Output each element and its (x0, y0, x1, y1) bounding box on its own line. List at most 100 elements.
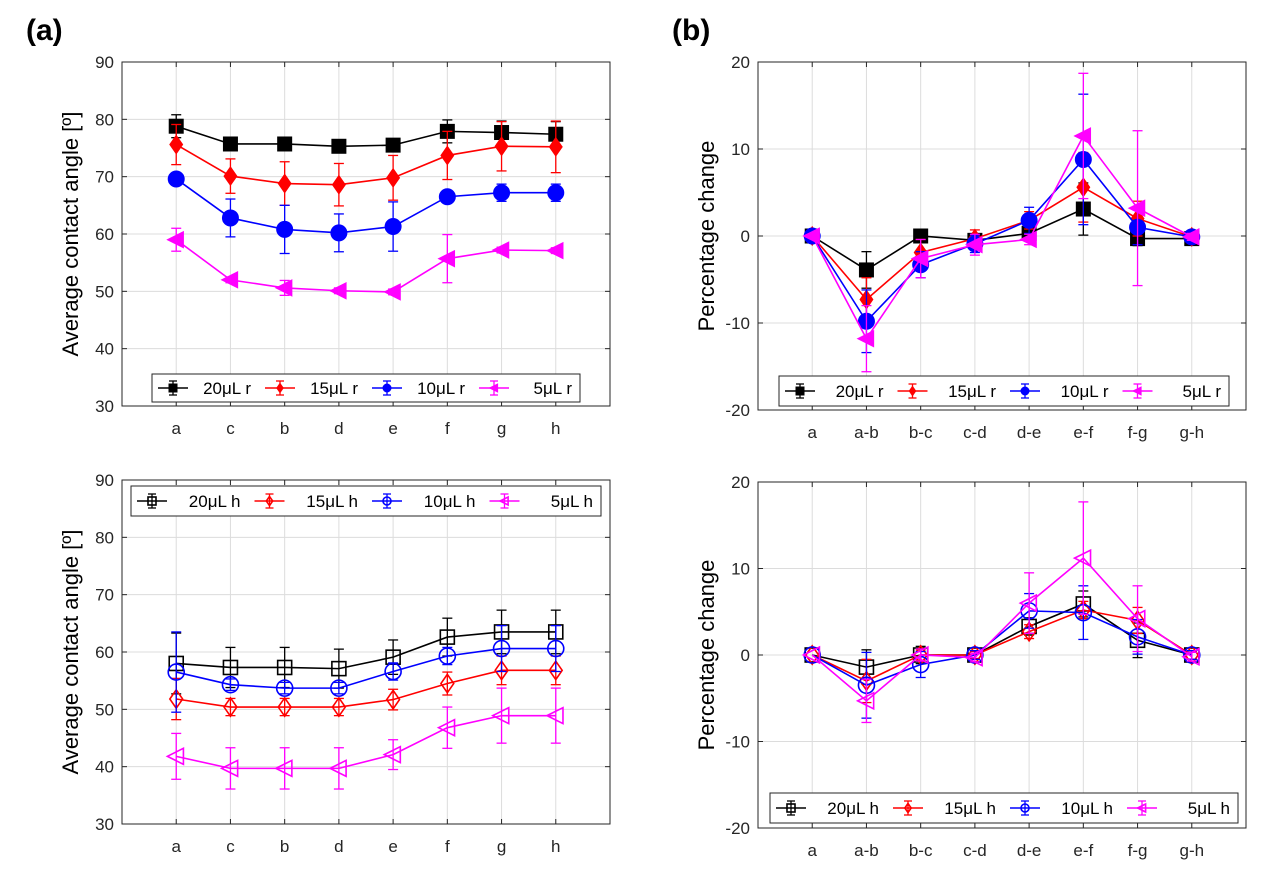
series-line (176, 647, 556, 689)
data-point (275, 679, 294, 697)
x-tick-label: g (497, 837, 506, 856)
legend-marker (382, 383, 392, 393)
legend-label: 15μL r (310, 379, 358, 398)
data-point (856, 329, 875, 348)
x-tick-label: d-e (1017, 423, 1042, 442)
y-tick-label: 80 (95, 110, 114, 129)
data-point (546, 639, 565, 658)
data-point (331, 138, 347, 154)
legend: 20μL r 15μL r 10μL r 5μL r (778, 375, 1230, 407)
series-line (811, 208, 1192, 271)
series-line (811, 134, 1193, 341)
data-point (276, 220, 294, 238)
series-3 (165, 687, 564, 790)
x-tick-label: a-b (854, 423, 879, 442)
y-tick-label: 80 (95, 528, 114, 547)
x-tick-label: a (807, 841, 817, 860)
data-point (167, 663, 186, 681)
x-tick-label: g-h (1179, 423, 1204, 442)
chart-b-top: -20 -10 0 10 20 a a-b b-c c-d d-e e-f f-g g-h Percent… (694, 53, 1247, 442)
x-tick-label: a (171, 837, 181, 856)
data-point (490, 706, 510, 725)
series-line (175, 125, 556, 148)
x-tick-label: a (171, 419, 181, 438)
legend-label: 5μL r (534, 379, 573, 398)
y-tick-label: 20 (731, 473, 750, 492)
legend-marker (908, 385, 917, 397)
y-axis-title: Average contact angle [º] (58, 530, 83, 775)
data-point (437, 249, 456, 268)
legend-marker (1020, 386, 1030, 396)
legend-marker (795, 386, 805, 396)
legend-label: 10μL r (417, 379, 465, 398)
data-point (545, 241, 564, 260)
y-tick-label: 70 (95, 586, 114, 605)
panel-label-b: (b) (672, 14, 710, 47)
x-tick-label: a (807, 423, 817, 442)
legend-box (778, 375, 1230, 407)
data-point (276, 659, 293, 676)
legend-marker (1020, 803, 1030, 813)
y-tick-label: 50 (95, 700, 114, 719)
legend-box (769, 792, 1239, 824)
y-tick-label: -10 (725, 733, 750, 752)
data-point (436, 718, 456, 737)
x-tick-label: g-h (1179, 841, 1204, 860)
data-point (438, 188, 456, 206)
x-tick-label: d-e (1017, 841, 1042, 860)
data-point (331, 696, 347, 718)
x-tick-label: a-b (854, 841, 879, 860)
legend-marker (382, 496, 392, 506)
series-3 (802, 72, 1200, 373)
series-2 (167, 170, 565, 255)
data-point (328, 759, 347, 778)
y-tick-label: -20 (725, 819, 750, 838)
chart-a-top: 30 40 50 60 70 80 90 a c b d e f g h Average contact an… (58, 53, 611, 438)
legend-marker (265, 494, 274, 508)
x-tick-label: c-d (963, 841, 987, 860)
legend-marker (1131, 386, 1142, 396)
x-tick-label: h (551, 837, 560, 856)
data-point (165, 747, 185, 766)
data-point (801, 645, 821, 665)
legend-marker (498, 495, 509, 507)
y-tick-label: 40 (95, 758, 114, 777)
x-tick-label: e (388, 837, 397, 856)
data-point (494, 136, 509, 157)
data-point (493, 184, 511, 202)
y-tick-label: 60 (95, 643, 114, 662)
y-tick-label: 70 (95, 168, 114, 187)
data-point (221, 209, 239, 227)
x-tick-label: c (226, 419, 235, 438)
data-point (491, 241, 510, 259)
series-line (175, 143, 556, 186)
y-tick-label: 0 (741, 227, 750, 246)
x-tick-label: f (445, 837, 450, 856)
y-axis-title: Percentage change (694, 141, 719, 332)
series-line (176, 631, 556, 670)
legend: 20μL h 15μL h 10μL h 5μL h (130, 485, 602, 517)
series-line (176, 714, 556, 770)
legend-label: 10μL r (1061, 382, 1109, 401)
series-1 (169, 120, 563, 207)
legend-marker (903, 801, 913, 815)
legend-label: 5μL h (551, 492, 593, 511)
data-point (966, 646, 984, 664)
x-tick-label: b (280, 837, 289, 856)
panel-label-a: (a) (26, 14, 63, 47)
data-point (222, 136, 238, 152)
data-point (220, 271, 239, 289)
data-point (274, 759, 293, 778)
legend-label: 20μL h (827, 799, 879, 818)
y-tick-label: 30 (95, 397, 114, 416)
chart-a-bottom: 30 40 50 60 70 80 90 a c b d e f g h Average contact an… (58, 471, 611, 856)
data-point (855, 691, 875, 711)
series-line (812, 603, 1192, 668)
legend: 20μL r 15μL r 10μL r 5μL r (151, 373, 581, 403)
y-tick-label: 30 (95, 815, 114, 834)
x-tick-label: e-f (1073, 423, 1093, 442)
data-point (331, 174, 346, 195)
y-tick-label: 90 (95, 53, 114, 72)
data-point (223, 696, 238, 718)
